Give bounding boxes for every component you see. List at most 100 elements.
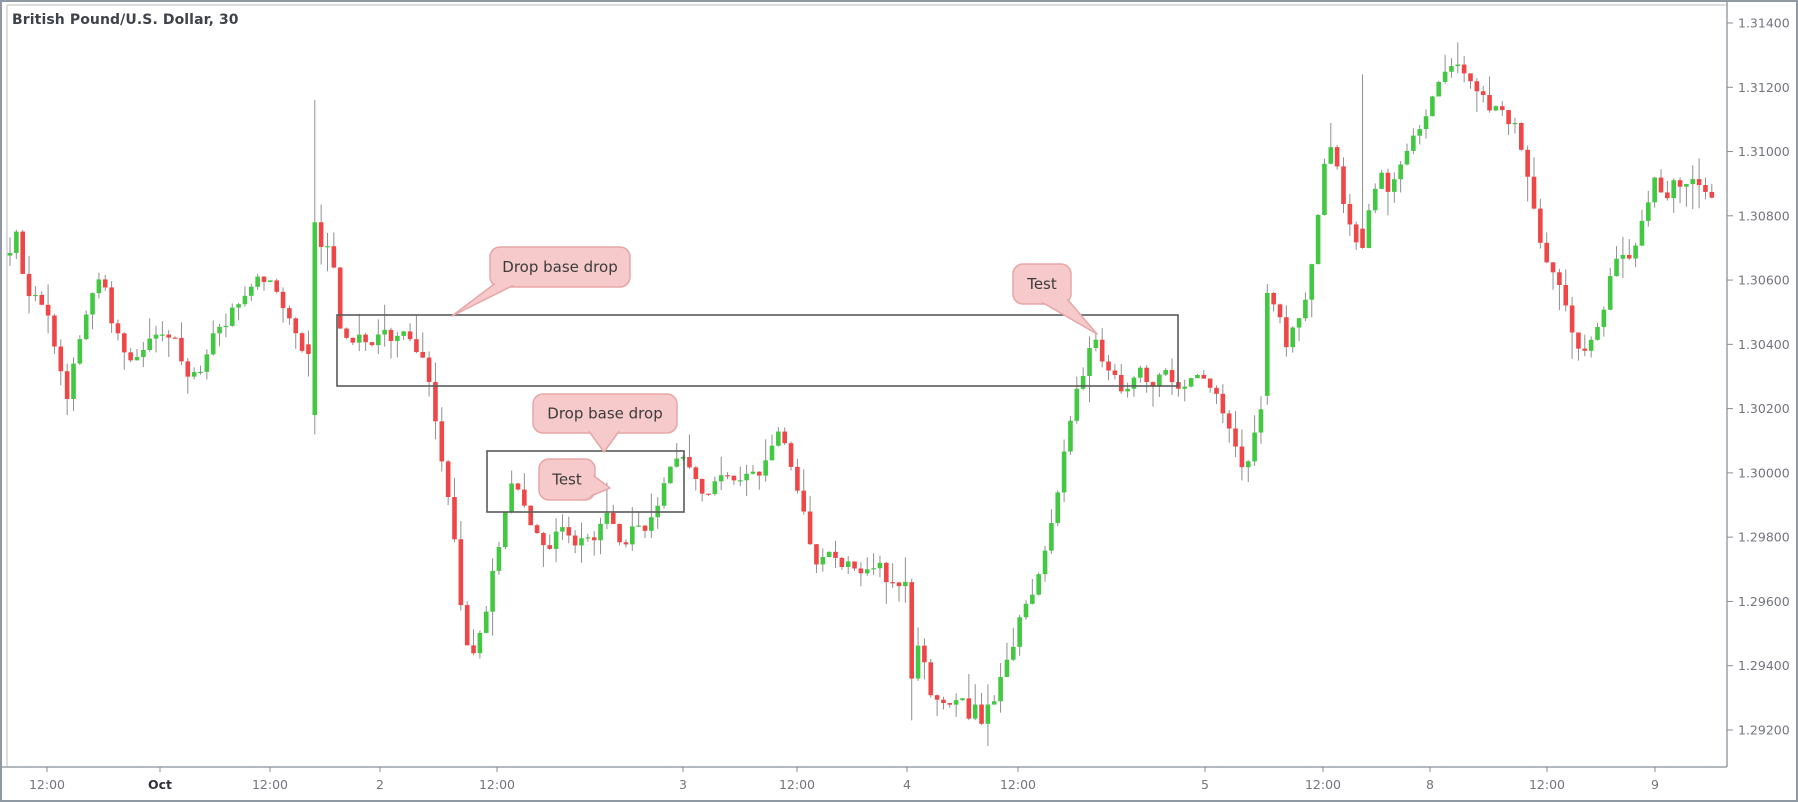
candle-body xyxy=(744,473,749,481)
candle-body xyxy=(1696,179,1702,186)
callout-test-upper-bubble-inner xyxy=(1014,265,1070,303)
candle-body xyxy=(363,334,368,343)
candle-body xyxy=(1201,374,1207,379)
candle-body xyxy=(445,461,451,498)
candle-body xyxy=(579,538,584,546)
candle-body xyxy=(566,527,572,536)
candle-body xyxy=(1563,284,1569,306)
candle-body xyxy=(1061,451,1067,493)
candle-body xyxy=(1341,166,1346,204)
candle-body xyxy=(1544,242,1549,263)
candle-body xyxy=(293,318,299,334)
time-axis-label: 12:00 xyxy=(1529,777,1565,792)
candle-body xyxy=(439,421,445,462)
candle-body xyxy=(1296,318,1302,328)
candle-body xyxy=(191,372,197,377)
candle-body xyxy=(1233,428,1238,447)
callout-drop-base-drop-upper[interactable]: Drop base drop xyxy=(451,246,631,317)
candle-body xyxy=(299,333,305,351)
candle-body xyxy=(483,611,489,633)
candle-body xyxy=(1665,192,1670,199)
candle-body xyxy=(636,525,641,527)
candle-body xyxy=(255,276,260,287)
candle-body xyxy=(90,293,95,315)
candle-body xyxy=(1188,378,1194,387)
candle-body xyxy=(350,337,356,343)
candle-body xyxy=(509,483,514,513)
supply-zone-drop-base-drop[interactable] xyxy=(336,314,1179,387)
demand-zone-drop-base-drop[interactable] xyxy=(486,450,685,513)
candlestick-series xyxy=(7,42,1715,747)
candle-body xyxy=(941,699,946,704)
candle-body xyxy=(318,222,324,247)
candle-body xyxy=(1239,446,1245,468)
callout-test-upper[interactable]: Test xyxy=(1012,263,1098,335)
candle-body xyxy=(1379,172,1384,189)
candle-body xyxy=(58,346,64,372)
candle-body xyxy=(604,512,610,524)
candle-body xyxy=(52,315,57,347)
candle-body xyxy=(858,568,864,574)
candle-body xyxy=(1423,116,1429,130)
candle-body xyxy=(1258,409,1264,433)
candle-body xyxy=(668,466,673,484)
candle-body xyxy=(763,460,768,476)
candle-body xyxy=(1392,179,1397,192)
time-axis-label: 12:00 xyxy=(29,777,65,792)
candle-body xyxy=(312,222,318,416)
candle-body xyxy=(1245,461,1251,468)
price-axis[interactable]: 1.31400 1.31200 1.31000 1.30800 1.30600 1.304… xyxy=(1727,16,1790,738)
candle-body xyxy=(814,544,819,565)
candle-body xyxy=(1499,106,1505,111)
candle-body xyxy=(1601,309,1607,327)
candle-body xyxy=(915,645,921,679)
candle-body xyxy=(972,704,978,719)
candle-body xyxy=(337,267,343,329)
candle-body xyxy=(1582,348,1588,351)
candle-body xyxy=(903,581,908,587)
candle-body xyxy=(725,475,730,477)
candle-body xyxy=(884,562,889,583)
candle-body xyxy=(464,605,470,646)
candle-body xyxy=(280,291,286,309)
candle-body xyxy=(852,561,857,569)
candle-body xyxy=(1461,64,1467,74)
candle-body xyxy=(223,325,229,328)
candle-body xyxy=(96,279,102,294)
candle-body xyxy=(680,457,686,459)
price-axis-label: 1.30200 xyxy=(1738,401,1790,416)
candle-body xyxy=(426,357,432,382)
callout-drop-base-drop-lower[interactable]: Drop base drop xyxy=(532,393,678,453)
candle-body xyxy=(1049,522,1054,551)
candle-body xyxy=(1474,81,1480,92)
candle-body xyxy=(64,371,70,399)
candle-body xyxy=(1150,382,1156,387)
candle-body xyxy=(585,537,591,539)
candle-body xyxy=(572,535,578,546)
candle-body xyxy=(1315,214,1321,265)
candle-body xyxy=(553,531,559,549)
candle-body xyxy=(471,645,476,654)
time-axis-label: 5 xyxy=(1201,777,1209,792)
candle-body xyxy=(115,323,121,334)
candle-body xyxy=(560,527,565,532)
time-axis-label: 4 xyxy=(903,777,911,792)
candle-body xyxy=(1417,129,1422,136)
time-axis-label: 12:00 xyxy=(779,777,815,792)
candle-body xyxy=(401,331,406,336)
callout-test-lower-bubble-inner xyxy=(540,460,594,499)
candle-body xyxy=(1157,374,1162,387)
callout-drop-base-drop-lower-label: Drop base drop xyxy=(547,405,662,423)
candle-body xyxy=(1004,659,1010,677)
candle-body xyxy=(1284,317,1289,348)
candle-body xyxy=(630,526,635,545)
candle-body xyxy=(1106,361,1111,371)
candle-body xyxy=(1360,228,1365,248)
time-axis-label: 12:00 xyxy=(1305,777,1341,792)
candle-body xyxy=(998,676,1003,702)
callout-test-lower[interactable]: Test xyxy=(538,458,611,501)
time-axis[interactable]: 12:00 Oct 12:00 2 12:00 3 12:00 4 12:00 5 12:00 8 12… xyxy=(29,767,1659,792)
